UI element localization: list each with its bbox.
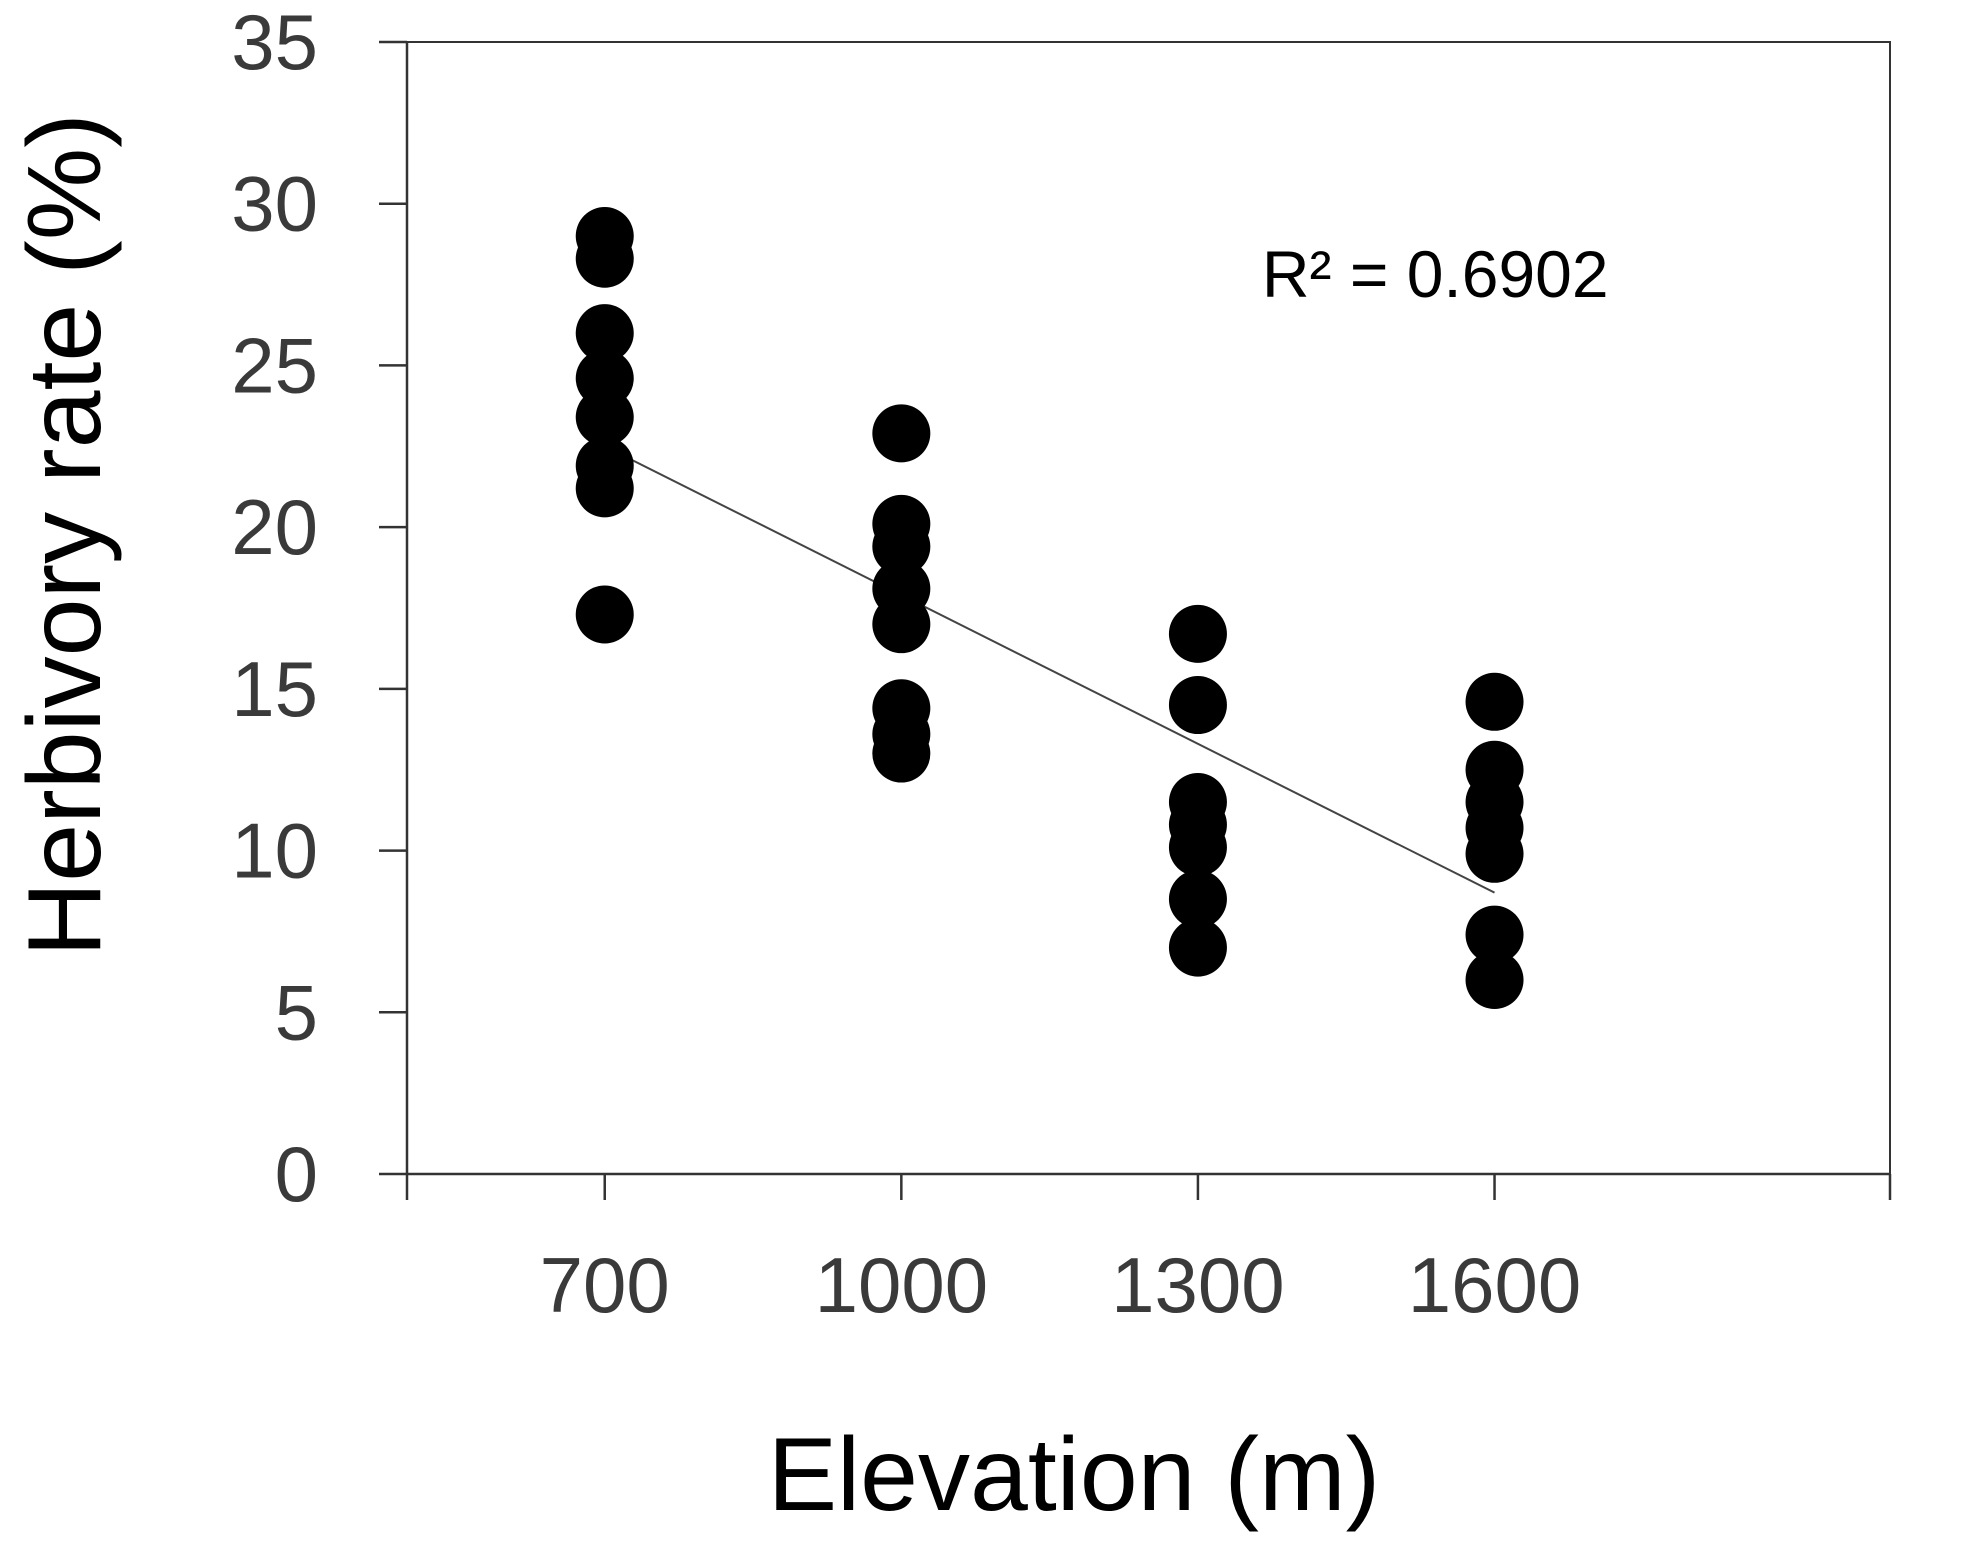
data-point (1168, 818, 1227, 877)
y-tick-label: 10 (231, 807, 318, 895)
data-point (575, 388, 634, 447)
data-point (1465, 905, 1524, 964)
r-squared-annotation: R² = 0.6902 (1262, 237, 1609, 311)
data-point (872, 595, 931, 654)
data-point (1168, 676, 1227, 735)
data-point (575, 459, 634, 518)
data-point (575, 304, 634, 363)
y-tick-label: 5 (275, 968, 318, 1056)
x-axis-title: Elevation (m) (768, 1417, 1381, 1533)
x-tick-label: 1600 (1408, 1241, 1582, 1329)
data-point (872, 404, 931, 463)
y-axis-title: Herbivory rate (%) (7, 113, 123, 957)
data-point (1168, 604, 1227, 663)
data-point (872, 724, 931, 783)
data-point (575, 585, 634, 644)
plot-frame (379, 40, 1892, 1200)
y-tick-label: 30 (231, 160, 318, 248)
text-layer: 0 5 10 15 20 25 30 35 700 1000 1300 1600 R² = 0.6902… (7, 0, 1609, 1533)
data-point (1168, 918, 1227, 977)
data-point (872, 517, 931, 576)
data-point (1465, 672, 1524, 731)
x-tick-label: 1300 (1111, 1241, 1285, 1329)
y-tick-label: 0 (275, 1130, 318, 1218)
data-point (1168, 870, 1227, 929)
data-point (575, 229, 634, 288)
y-tick-label: 35 (231, 0, 318, 86)
x-tick-label: 700 (540, 1241, 670, 1329)
data-point (1465, 824, 1524, 883)
y-tick-label: 25 (231, 321, 318, 409)
data-points-layer (575, 207, 1524, 1009)
x-tick-label: 1000 (815, 1241, 989, 1329)
y-tick-label: 20 (231, 483, 318, 571)
data-point (1465, 950, 1524, 1009)
trendline-layer (604, 445, 1495, 894)
trendline (604, 445, 1495, 894)
y-tick-label: 15 (231, 645, 318, 733)
